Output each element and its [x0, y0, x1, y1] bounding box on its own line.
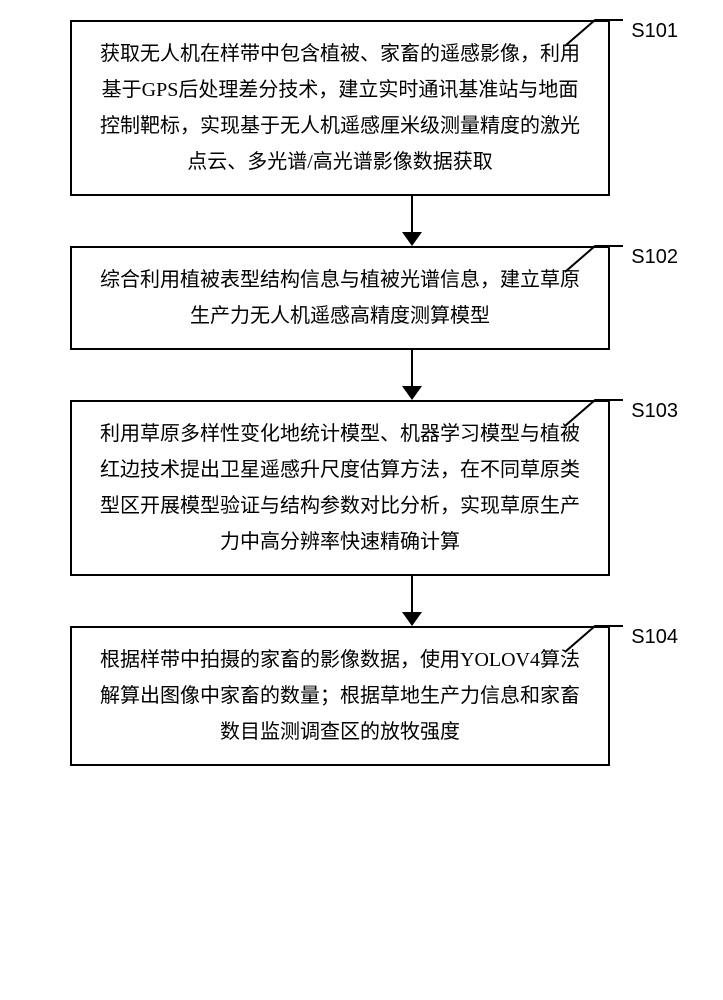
label-connector	[565, 18, 625, 48]
arrow-2	[42, 350, 682, 400]
step-label-s104: S104	[631, 626, 678, 649]
arrow-head	[402, 386, 422, 400]
step-box-s104: 根据样带中拍摄的家畜的影像数据，使用YOLOV4算法解算出图像中家畜的数量；根据…	[70, 626, 610, 766]
step-row-3: 利用草原多样性变化地统计模型、机器学习模型与植被红边技术提出卫星遥感升尺度估算方…	[20, 400, 703, 576]
flowchart-container: 获取无人机在样带中包含植被、家畜的遥感影像，利用基于GPS后处理差分技术，建立实…	[20, 20, 703, 766]
step-box-s101: 获取无人机在样带中包含植被、家畜的遥感影像，利用基于GPS后处理差分技术，建立实…	[70, 20, 610, 196]
step-label-s103: S103	[631, 400, 678, 423]
arrow-head	[402, 612, 422, 626]
step-label-s102: S102	[631, 246, 678, 269]
step-box-s103: 利用草原多样性变化地统计模型、机器学习模型与植被红边技术提出卫星遥感升尺度估算方…	[70, 400, 610, 576]
step-box-s102: 综合利用植被表型结构信息与植被光谱信息，建立草原生产力无人机遥感高精度测算模型	[70, 246, 610, 350]
step-row-4: 根据样带中拍摄的家畜的影像数据，使用YOLOV4算法解算出图像中家畜的数量；根据…	[20, 626, 703, 766]
step-row-2: 综合利用植被表型结构信息与植被光谱信息，建立草原生产力无人机遥感高精度测算模型 …	[20, 246, 703, 350]
arrow-line	[411, 350, 413, 388]
arrow-1	[42, 196, 682, 246]
arrow-line	[411, 576, 413, 614]
step-label-s101: S101	[631, 20, 678, 43]
label-connector	[565, 244, 625, 274]
step-text: 综合利用植被表型结构信息与植被光谱信息，建立草原生产力无人机遥感高精度测算模型	[100, 269, 580, 327]
step-text: 利用草原多样性变化地统计模型、机器学习模型与植被红边技术提出卫星遥感升尺度估算方…	[100, 423, 580, 553]
step-row-1: 获取无人机在样带中包含植被、家畜的遥感影像，利用基于GPS后处理差分技术，建立实…	[20, 20, 703, 196]
arrow-head	[402, 232, 422, 246]
label-connector	[565, 624, 625, 654]
step-text: 根据样带中拍摄的家畜的影像数据，使用YOLOV4算法解算出图像中家畜的数量；根据…	[100, 649, 580, 743]
label-connector	[565, 398, 625, 428]
step-text: 获取无人机在样带中包含植被、家畜的遥感影像，利用基于GPS后处理差分技术，建立实…	[100, 43, 580, 173]
arrow-line	[411, 196, 413, 234]
arrow-3	[42, 576, 682, 626]
